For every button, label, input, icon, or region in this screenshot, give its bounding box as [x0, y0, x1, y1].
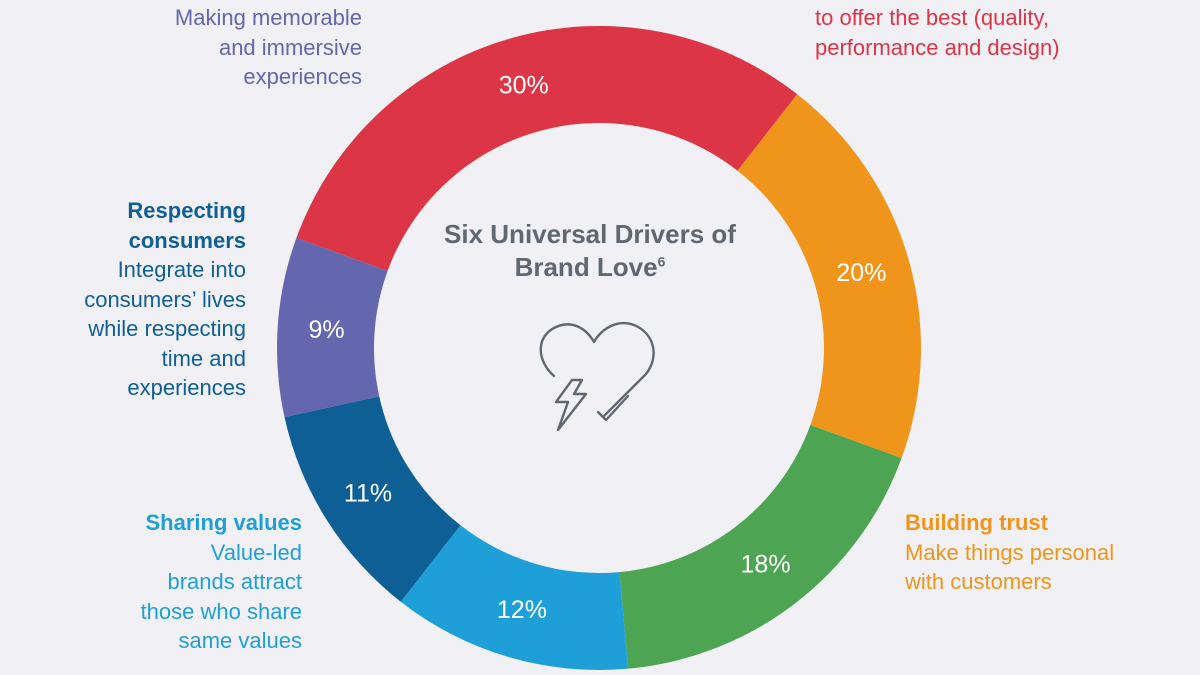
callout-building-trust: Building trust Make things personal with…: [905, 508, 1114, 597]
donut-slice-3: [619, 424, 902, 669]
donut-slice-4: [400, 525, 629, 670]
callout-best-desc-1: to offer the best (quality,: [815, 5, 1049, 30]
callout-respecting-desc-5: experiences: [127, 375, 246, 400]
donut-labels: 30% 20% 18% 12% 11% 9%: [309, 72, 887, 624]
donut-segments: [277, 26, 921, 670]
callout-memorable: Making memorable and immersive experienc…: [60, 3, 362, 92]
callout-sharing-desc-4: same values: [178, 628, 302, 653]
callout-memorable-desc-2: and immersive: [218, 34, 362, 60]
chart-title: Six Universal Drivers of Brand Love6: [420, 218, 760, 284]
callout-respecting-desc-4: time and: [161, 345, 246, 371]
callout-sharing-desc-3: those who share: [140, 598, 302, 624]
donut-slice-6: [277, 237, 388, 418]
heart-lightning-check-icon: [539, 321, 655, 432]
callout-respecting-head-2: consumers: [128, 227, 246, 253]
callout-best-desc-2: performance and design): [815, 34, 1060, 60]
title-footnote: 6: [657, 253, 666, 270]
callout-sharing-head: Sharing values: [145, 510, 302, 535]
callout-respecting-consumers: Respecting consumers Integrate into cons…: [20, 196, 246, 403]
callout-respecting-desc-3: while respecting: [88, 316, 246, 341]
callout-sharing-values: Sharing values Value-led brands attract …: [60, 508, 302, 656]
donut-slice-label-4: 12%: [497, 596, 547, 624]
donut-slice-label-2: 20%: [836, 259, 886, 287]
callout-sharing-desc-1: Value-led: [210, 539, 302, 565]
donut-slice-label-3: 18%: [741, 550, 791, 578]
donut-slice-label-6: 9%: [309, 316, 345, 344]
donut-slice-label-5: 11%: [344, 479, 392, 507]
callout-respecting-desc-2: consumers’ lives: [84, 286, 246, 312]
callout-trust-desc-2: with customers: [905, 569, 1052, 594]
donut-slice-2: [737, 94, 921, 459]
callout-respecting-head-1: Respecting: [127, 198, 246, 223]
callout-sharing-desc-2: brands attract: [167, 569, 302, 594]
callout-best: to offer the best (quality, performance …: [815, 3, 1060, 62]
callout-trust-head: Building trust: [905, 510, 1048, 535]
callout-respecting-desc-1: Integrate into: [117, 257, 246, 282]
donut-slice-label-1: 30%: [499, 72, 549, 100]
callout-trust-desc-1: Make things personal: [905, 539, 1115, 565]
donut-slice-5: [284, 396, 461, 602]
callout-memorable-desc-1: Making memorable: [174, 5, 362, 30]
chart-title-text: Six Universal Drivers of Brand Love: [444, 219, 736, 282]
donut-slice-1: [296, 26, 798, 272]
callout-memorable-desc-3: experiences: [243, 64, 362, 89]
